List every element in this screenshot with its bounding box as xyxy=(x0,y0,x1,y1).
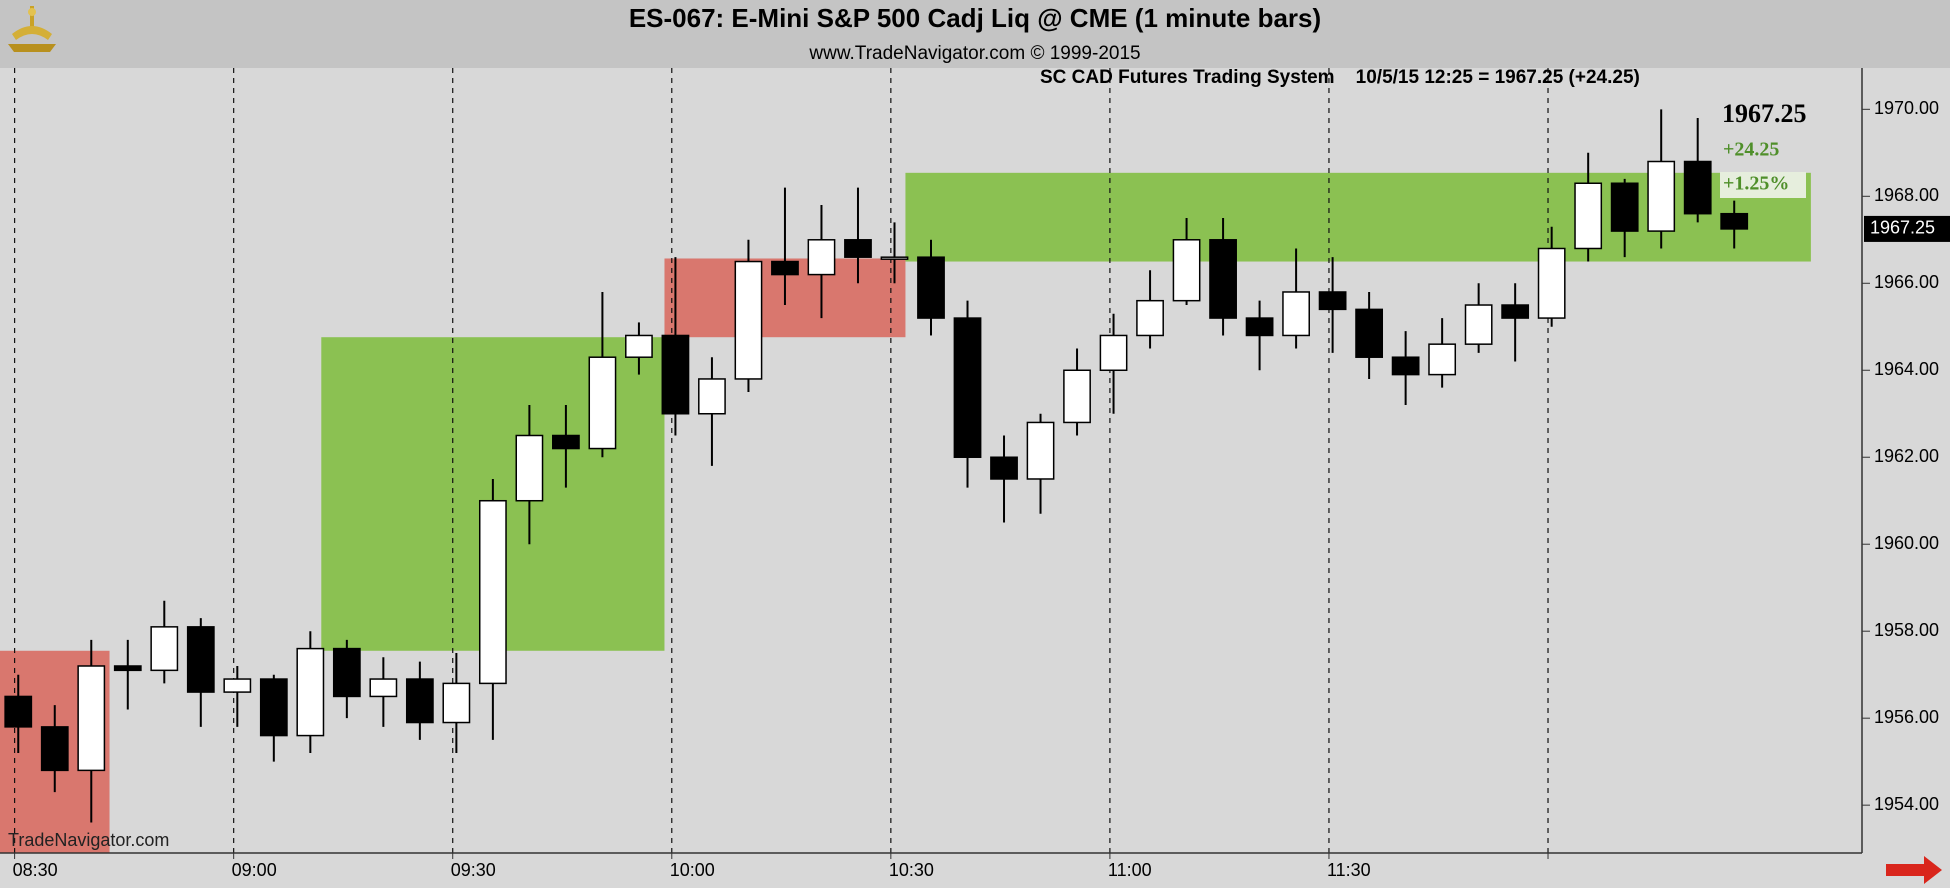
candle-body xyxy=(917,256,945,319)
candle-body xyxy=(552,434,580,450)
x-tick-label: 10:00 xyxy=(670,860,715,880)
y-tick-label: 1968.00 xyxy=(1874,185,1939,205)
candle-body xyxy=(4,695,33,728)
candle-body xyxy=(1282,291,1310,337)
x-tick-label: 11:30 xyxy=(1327,860,1371,880)
candle-body xyxy=(625,334,653,358)
candle-body xyxy=(1026,421,1055,480)
candle-body xyxy=(1537,247,1566,319)
readout-change: +24.25 xyxy=(1723,139,1779,161)
readout-price: 1967.25 xyxy=(1722,99,1807,128)
candle-body xyxy=(734,260,763,380)
grid xyxy=(14,68,1549,853)
x-tick-label: 08:30 xyxy=(13,860,58,880)
chart-subtitle: www.TradeNavigator.com © 1999-2015 xyxy=(808,43,1140,64)
candle-body xyxy=(1683,160,1712,215)
candle-body xyxy=(1209,239,1237,319)
candle-body xyxy=(186,626,215,693)
readout-percent-background xyxy=(1720,172,1806,198)
candle-body xyxy=(1391,356,1420,376)
watermark: TradeNavigator.com xyxy=(8,830,169,850)
candle-body xyxy=(1172,239,1201,302)
candle-body xyxy=(442,682,471,724)
candle-body xyxy=(1428,343,1457,376)
y-tick-label: 1956.00 xyxy=(1874,707,1939,727)
candle-body xyxy=(880,256,909,260)
candle-body xyxy=(1501,304,1530,319)
y-tick-label: 1970.00 xyxy=(1874,98,1939,118)
candle-body xyxy=(1355,308,1384,358)
y-tick-label: 1962.00 xyxy=(1874,446,1939,466)
last-price-tag xyxy=(1864,215,1950,242)
candle-body xyxy=(113,665,142,672)
candle-body xyxy=(844,239,872,258)
logo xyxy=(8,6,56,52)
candle-body xyxy=(661,334,690,415)
candle-body xyxy=(478,499,507,685)
system-info: SC CAD Futures Trading System 10/5/15 12… xyxy=(1040,67,1640,88)
x-tick-label: 09:00 xyxy=(232,860,277,880)
candle-body xyxy=(332,647,361,698)
x-tick-label: 11:00 xyxy=(1108,860,1152,880)
y-tick-label: 1958.00 xyxy=(1874,620,1939,640)
candle-body xyxy=(1136,299,1164,337)
candle-body xyxy=(77,665,106,772)
candle-body xyxy=(588,356,617,450)
candle-body xyxy=(1464,304,1493,345)
candle-body xyxy=(1245,317,1274,337)
candle-body xyxy=(515,434,544,502)
x-tick-label: 10:30 xyxy=(889,860,934,880)
candle-body xyxy=(807,239,836,276)
candle-body xyxy=(223,678,252,693)
y-tick-label: 1966.00 xyxy=(1874,272,1939,292)
header-background xyxy=(0,0,1950,68)
y-tick-label: 1964.00 xyxy=(1874,359,1939,379)
candle-body xyxy=(1610,182,1639,232)
y-tick-label: 1960.00 xyxy=(1874,533,1939,553)
candle-body xyxy=(1318,291,1347,311)
candle-body xyxy=(1099,334,1128,372)
y-tick-label: 1954.00 xyxy=(1874,794,1939,814)
candle-body xyxy=(296,647,325,737)
candle-body xyxy=(771,260,799,276)
candle-body xyxy=(1063,369,1091,424)
last-price-label: 1967.25 xyxy=(1870,218,1935,238)
readout-percent: +1.25% xyxy=(1723,173,1789,195)
candle-body xyxy=(369,678,398,698)
candle-body xyxy=(1574,182,1603,250)
chart-title: ES-067: E-Mini S&P 500 Cadj Liq @ CME (1… xyxy=(629,3,1321,33)
candle-body xyxy=(259,678,288,737)
bars xyxy=(4,109,1749,823)
candle-body xyxy=(698,378,726,415)
x-tick-label: 09:30 xyxy=(451,860,496,880)
candle-body xyxy=(405,678,434,724)
candle-body xyxy=(1647,160,1676,232)
candle-body xyxy=(150,626,179,672)
candle-body xyxy=(40,726,69,772)
candle-body xyxy=(990,456,1018,480)
candle-body xyxy=(953,317,982,458)
scroll-arrow[interactable] xyxy=(1886,856,1942,884)
candle-body xyxy=(1720,212,1749,230)
